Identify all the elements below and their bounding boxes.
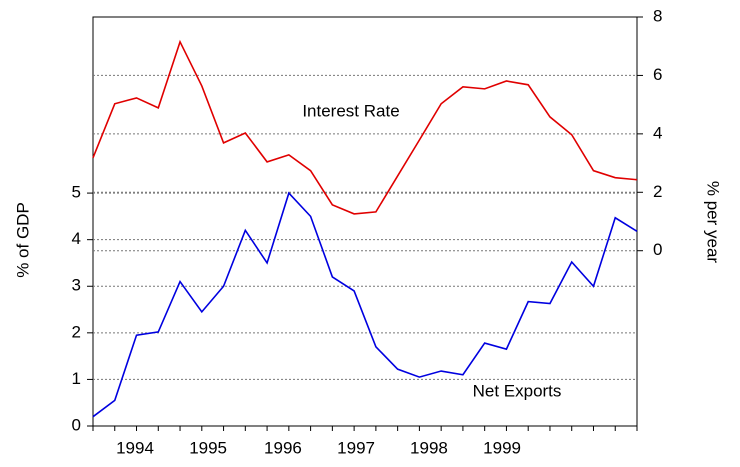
annotation: Net Exports bbox=[473, 381, 562, 400]
x-tick-label: 1996 bbox=[264, 438, 302, 457]
y-tick-label: 4 bbox=[72, 229, 81, 248]
series-line bbox=[92, 39, 638, 215]
x-tick-label: 1997 bbox=[337, 438, 375, 457]
x-tick-label: 1998 bbox=[410, 438, 448, 457]
y2-tick-label: 4 bbox=[653, 123, 662, 142]
y-axis-title: % of GDP bbox=[13, 202, 32, 278]
y-tick-label: 2 bbox=[72, 322, 81, 341]
x-tick-label: 1994 bbox=[116, 438, 154, 457]
plot-frame bbox=[92, 16, 638, 427]
y-tick-label: 0 bbox=[72, 415, 81, 434]
series-line bbox=[92, 191, 638, 418]
y2-tick-label: 2 bbox=[653, 182, 662, 201]
y-tick-label: 5 bbox=[72, 183, 81, 202]
y2-tick-label: 6 bbox=[653, 65, 662, 84]
y-tick-label: 3 bbox=[72, 276, 81, 295]
x-tick-label: 1999 bbox=[483, 438, 521, 457]
y2-tick-label: 0 bbox=[653, 240, 662, 259]
y2-tick-label: 8 bbox=[653, 6, 662, 25]
y2-axis-title: % per year bbox=[704, 181, 723, 264]
x-tick-label: 1995 bbox=[189, 438, 227, 457]
y-tick-label: 1 bbox=[72, 369, 81, 388]
annotation: Interest Rate bbox=[302, 101, 399, 120]
